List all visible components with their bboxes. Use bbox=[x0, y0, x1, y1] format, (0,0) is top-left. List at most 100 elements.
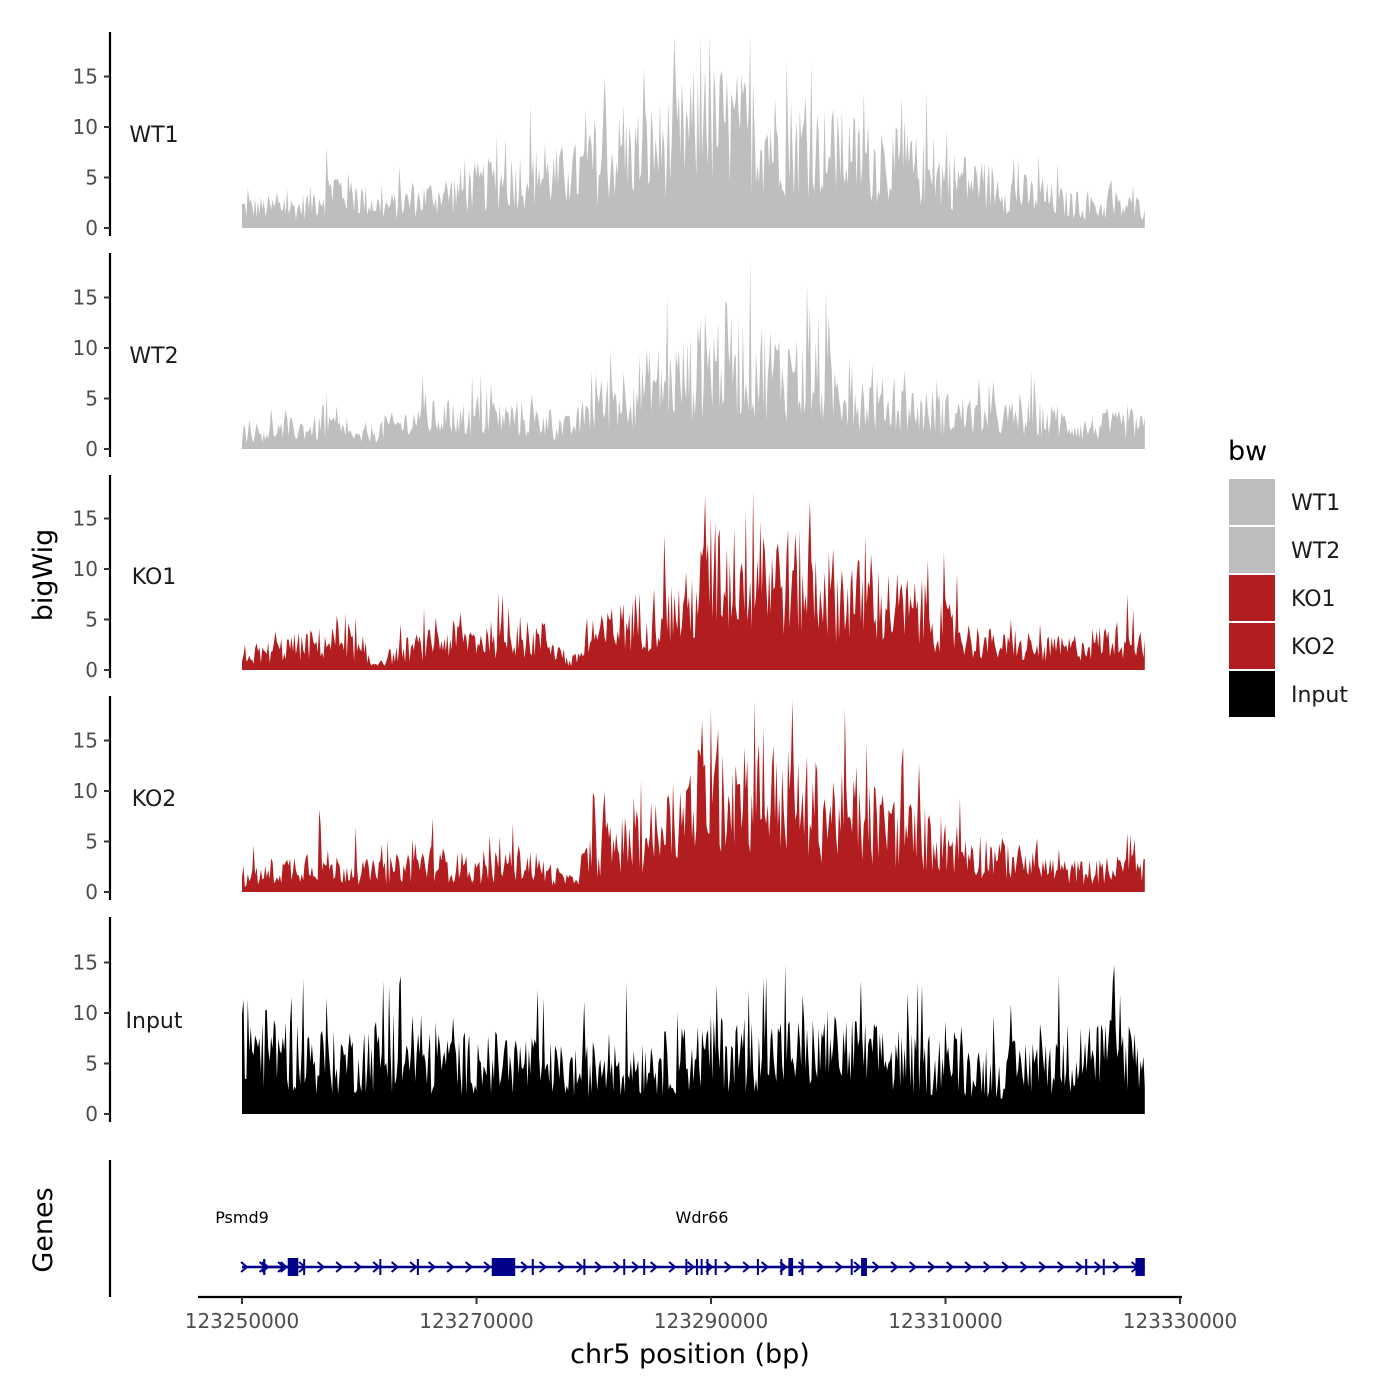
strand-arrow bbox=[853, 1261, 862, 1273]
y-tick-label: 5 bbox=[85, 387, 98, 411]
x-tick-label: 123310000 bbox=[888, 1309, 1003, 1333]
strand-arrow bbox=[816, 1261, 825, 1273]
strand-arrow bbox=[871, 1261, 881, 1273]
strand-arrow bbox=[1038, 1261, 1047, 1273]
track-ko2: 0 5 10 15 KO2 bbox=[73, 696, 1145, 904]
track-label-ko1: KO1 bbox=[132, 565, 177, 590]
strand-arrow bbox=[409, 1261, 418, 1273]
x-axis-title: chr5 position (bp) bbox=[570, 1339, 810, 1370]
legend-label-ko1: KO1 bbox=[1291, 587, 1336, 612]
y-tick-label: 5 bbox=[85, 166, 98, 190]
strand-arrow bbox=[649, 1261, 659, 1273]
y-axis-title: bigWig bbox=[28, 529, 59, 622]
y-tick-label: 15 bbox=[73, 951, 98, 975]
legend-swatch-ko1 bbox=[1229, 575, 1275, 621]
track-label-input: Input bbox=[126, 1009, 183, 1034]
strand-arrow bbox=[760, 1261, 770, 1273]
track-label-wt2: WT2 bbox=[129, 344, 178, 369]
exon-block bbox=[491, 1258, 516, 1276]
strand-arrow bbox=[945, 1261, 955, 1273]
strand-arrow bbox=[723, 1261, 733, 1273]
track-label-wt1: WT1 bbox=[129, 123, 178, 148]
legend-swatch-wt1 bbox=[1229, 479, 1275, 525]
genes-panel: Psmd9 Wdr66 bbox=[108, 1160, 1145, 1297]
strand-arrow bbox=[631, 1261, 640, 1273]
x-axis: 123250000 123270000 123290000 123310000 1233… bbox=[185, 1295, 1238, 1333]
strand-arrow bbox=[279, 1261, 289, 1273]
y-tick-label: 5 bbox=[85, 830, 98, 854]
genes-track-title: Genes bbox=[28, 1187, 59, 1272]
track-input: 0 5 10 15 Input bbox=[73, 917, 1145, 1126]
strand-arrow bbox=[668, 1261, 677, 1273]
strand-arrow bbox=[964, 1261, 973, 1273]
y-tick-label: 5 bbox=[85, 608, 98, 632]
exon-block bbox=[788, 1258, 794, 1276]
strand-arrow bbox=[890, 1261, 899, 1273]
strand-arrow bbox=[538, 1261, 548, 1273]
legend-swatch-ko2 bbox=[1229, 623, 1275, 669]
y-tick-label: 5 bbox=[85, 1052, 98, 1076]
strand-arrow bbox=[742, 1261, 751, 1273]
y-tick-label: 10 bbox=[73, 336, 98, 360]
y-tick-label: 10 bbox=[73, 779, 98, 803]
track-wt1: 0 5 10 15 WT1 bbox=[73, 32, 1145, 240]
signal-area-wt2 bbox=[242, 257, 1145, 449]
y-tick-label: 10 bbox=[73, 557, 98, 581]
y-tick-label: 10 bbox=[73, 1001, 98, 1025]
strand-arrow bbox=[982, 1261, 992, 1273]
legend-swatch-input bbox=[1229, 671, 1275, 717]
x-tick-label: 123270000 bbox=[419, 1309, 534, 1333]
signal-area-ko2 bbox=[242, 700, 1145, 892]
y-tick-label: 0 bbox=[85, 437, 98, 461]
strand-arrow bbox=[446, 1261, 455, 1273]
strand-arrow bbox=[908, 1261, 918, 1273]
signal-tracks: 0 5 10 15 WT1 0 5 10 15 WT2 0 5 10 15 KO1 0 5 10 15 KO2 0 5 10… bbox=[73, 32, 1145, 1126]
strand-arrow bbox=[390, 1261, 400, 1273]
strand-arrow bbox=[353, 1261, 363, 1273]
legend-title: bw bbox=[1228, 436, 1267, 467]
legend-label-ko2: KO2 bbox=[1291, 635, 1336, 660]
y-tick-label: 15 bbox=[73, 507, 98, 531]
y-tick-label: 15 bbox=[73, 65, 98, 89]
strand-arrow bbox=[927, 1261, 936, 1273]
strand-arrow bbox=[575, 1261, 585, 1273]
strand-arrow bbox=[483, 1261, 492, 1273]
strand-arrow bbox=[427, 1261, 437, 1273]
strand-arrow bbox=[797, 1261, 807, 1273]
y-tick-label: 0 bbox=[85, 1102, 98, 1126]
legend-label-wt2: WT2 bbox=[1291, 539, 1340, 564]
x-tick-label: 123250000 bbox=[185, 1309, 300, 1333]
track-label-ko2: KO2 bbox=[132, 787, 177, 812]
legend-swatch-wt2 bbox=[1229, 527, 1275, 573]
gene-label: Wdr66 bbox=[676, 1208, 729, 1227]
strand-arrow bbox=[1056, 1261, 1066, 1273]
strand-arrow bbox=[1019, 1261, 1029, 1273]
x-tick-label: 123330000 bbox=[1123, 1309, 1238, 1333]
strand-arrow bbox=[612, 1261, 622, 1273]
y-tick-label: 15 bbox=[73, 729, 98, 753]
track-ko1: 0 5 10 15 KO1 bbox=[73, 475, 1145, 682]
strand-arrow bbox=[316, 1261, 326, 1273]
y-tick-label: 0 bbox=[85, 216, 98, 240]
exon-block bbox=[861, 1258, 867, 1276]
strand-arrow bbox=[298, 1261, 307, 1273]
gene-wdr66: Wdr66 bbox=[261, 1208, 1145, 1276]
y-tick-label: 10 bbox=[73, 115, 98, 139]
y-tick-label: 0 bbox=[85, 880, 98, 904]
legend-label-wt1: WT1 bbox=[1291, 491, 1340, 516]
track-wt2: 0 5 10 15 WT2 bbox=[73, 253, 1145, 461]
y-tick-label: 15 bbox=[73, 286, 98, 310]
strand-arrow bbox=[834, 1261, 844, 1273]
strand-arrow bbox=[335, 1261, 344, 1273]
strand-arrow bbox=[240, 1261, 249, 1273]
strand-arrow bbox=[464, 1261, 474, 1273]
strand-arrow bbox=[1093, 1261, 1103, 1273]
strand-arrow bbox=[1001, 1261, 1010, 1273]
strand-arrow bbox=[594, 1261, 603, 1273]
x-tick-label: 123290000 bbox=[654, 1309, 769, 1333]
strand-arrow bbox=[557, 1261, 566, 1273]
strand-arrow bbox=[1075, 1261, 1084, 1273]
y-tick-label: 0 bbox=[85, 658, 98, 682]
legend: bw WT1 WT2 KO1 KO2 Input bbox=[1228, 436, 1348, 717]
